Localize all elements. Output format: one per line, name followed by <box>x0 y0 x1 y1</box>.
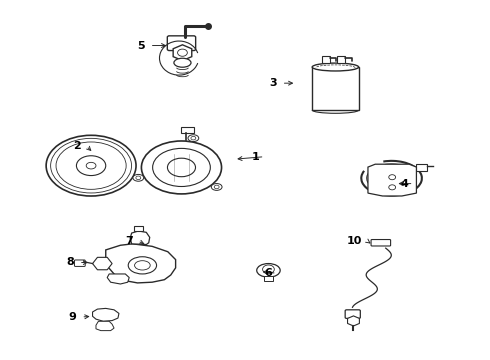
Ellipse shape <box>211 184 222 190</box>
Text: 3: 3 <box>269 78 277 88</box>
Ellipse shape <box>133 174 144 181</box>
FancyBboxPatch shape <box>371 239 391 246</box>
Text: 2: 2 <box>74 141 81 151</box>
Text: 4: 4 <box>401 179 409 189</box>
Text: 8: 8 <box>66 257 74 267</box>
FancyBboxPatch shape <box>167 36 196 50</box>
Circle shape <box>389 175 395 180</box>
Bar <box>416 164 427 171</box>
Ellipse shape <box>135 261 150 270</box>
Ellipse shape <box>86 162 96 169</box>
Ellipse shape <box>142 141 221 194</box>
Bar <box>180 127 194 133</box>
Ellipse shape <box>76 156 106 176</box>
Ellipse shape <box>174 58 191 67</box>
Bar <box>337 56 345 63</box>
Ellipse shape <box>188 135 199 141</box>
Circle shape <box>191 136 196 140</box>
Text: 9: 9 <box>69 312 76 322</box>
Ellipse shape <box>128 257 157 274</box>
Ellipse shape <box>168 158 196 177</box>
FancyBboxPatch shape <box>74 260 85 266</box>
Text: 7: 7 <box>125 236 133 246</box>
Text: 10: 10 <box>347 236 362 246</box>
Circle shape <box>389 185 395 190</box>
Bar <box>134 226 144 231</box>
Ellipse shape <box>152 148 210 186</box>
Ellipse shape <box>312 63 359 71</box>
Text: 5: 5 <box>137 41 145 50</box>
Bar <box>322 56 330 63</box>
Polygon shape <box>93 309 119 321</box>
Circle shape <box>177 49 187 56</box>
Polygon shape <box>107 274 129 284</box>
Polygon shape <box>368 164 416 196</box>
Text: 1: 1 <box>252 152 260 162</box>
Polygon shape <box>106 244 175 283</box>
Polygon shape <box>96 321 114 330</box>
Ellipse shape <box>257 264 280 277</box>
Ellipse shape <box>46 135 136 196</box>
Circle shape <box>136 176 141 180</box>
Bar <box>264 276 273 281</box>
Text: 6: 6 <box>264 268 272 278</box>
Polygon shape <box>130 231 150 244</box>
FancyBboxPatch shape <box>345 310 360 319</box>
Bar <box>312 67 359 110</box>
Circle shape <box>214 185 219 189</box>
Circle shape <box>263 265 274 274</box>
